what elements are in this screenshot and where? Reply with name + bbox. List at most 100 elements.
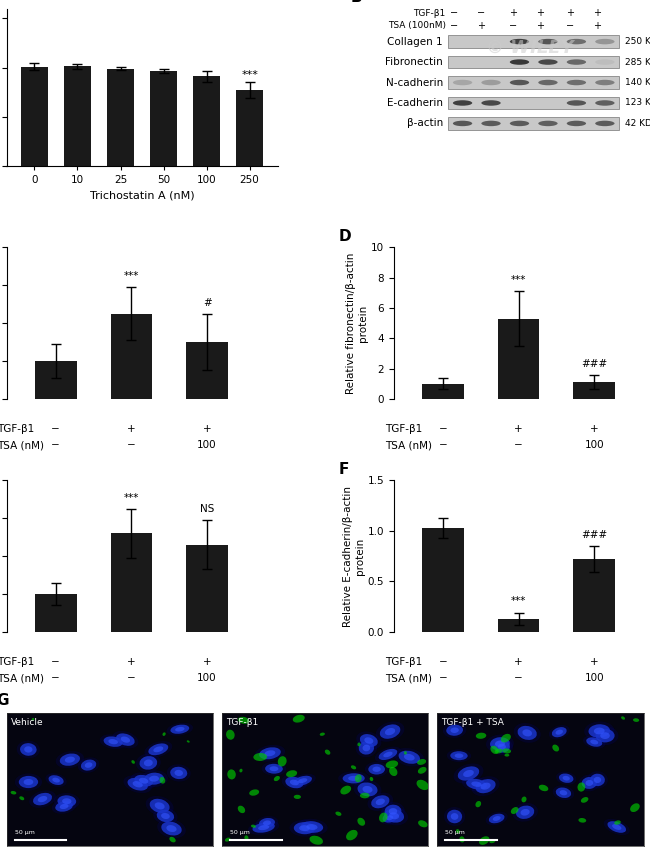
Text: TGF-β1: TGF-β1 <box>385 657 422 667</box>
Ellipse shape <box>567 80 586 86</box>
Ellipse shape <box>482 121 500 127</box>
Text: B: B <box>351 0 363 5</box>
Bar <box>111 314 152 398</box>
Ellipse shape <box>463 770 474 777</box>
Ellipse shape <box>109 739 118 744</box>
Ellipse shape <box>153 746 163 752</box>
Ellipse shape <box>161 822 182 835</box>
Ellipse shape <box>144 773 164 785</box>
Text: −: − <box>514 440 523 451</box>
Ellipse shape <box>49 775 64 785</box>
Y-axis label: Relative E-cadherin/β-actin
protein: Relative E-cadherin/β-actin protein <box>343 486 365 627</box>
Y-axis label: Relative fibronectin/β-actin
protein: Relative fibronectin/β-actin protein <box>346 252 368 394</box>
Ellipse shape <box>144 741 172 758</box>
Ellipse shape <box>338 771 369 786</box>
Text: ###: ### <box>581 359 607 369</box>
Ellipse shape <box>592 726 618 746</box>
Ellipse shape <box>588 724 610 738</box>
Ellipse shape <box>363 786 372 793</box>
Ellipse shape <box>365 737 373 744</box>
Bar <box>448 56 619 68</box>
Text: © WILEY: © WILEY <box>486 38 573 57</box>
Ellipse shape <box>358 782 378 796</box>
Ellipse shape <box>538 80 558 86</box>
Ellipse shape <box>594 777 601 783</box>
Ellipse shape <box>556 729 563 734</box>
Ellipse shape <box>226 729 235 740</box>
Ellipse shape <box>170 767 187 779</box>
Bar <box>21 67 48 166</box>
Ellipse shape <box>494 740 510 752</box>
Ellipse shape <box>133 781 143 787</box>
Ellipse shape <box>225 838 230 841</box>
Ellipse shape <box>523 729 532 736</box>
Ellipse shape <box>490 737 510 751</box>
Ellipse shape <box>590 740 598 745</box>
Bar <box>35 594 77 632</box>
Text: −: − <box>510 21 517 31</box>
Bar <box>573 382 615 398</box>
Ellipse shape <box>595 121 614 127</box>
Ellipse shape <box>521 809 530 816</box>
Text: ***: *** <box>511 597 526 606</box>
Ellipse shape <box>480 782 491 790</box>
Ellipse shape <box>335 811 341 816</box>
Ellipse shape <box>376 799 385 805</box>
Ellipse shape <box>32 718 34 721</box>
Ellipse shape <box>567 38 586 44</box>
Ellipse shape <box>140 756 157 770</box>
Ellipse shape <box>556 772 577 785</box>
Ellipse shape <box>369 764 385 775</box>
Text: +: + <box>514 424 523 433</box>
Text: TSA (nM): TSA (nM) <box>0 674 44 683</box>
Ellipse shape <box>78 758 99 773</box>
Ellipse shape <box>590 774 605 786</box>
Text: +: + <box>477 21 485 31</box>
Bar <box>187 545 228 632</box>
Text: 100: 100 <box>584 674 604 683</box>
Ellipse shape <box>583 735 605 749</box>
Ellipse shape <box>384 752 393 758</box>
Ellipse shape <box>581 797 588 803</box>
Ellipse shape <box>251 824 256 828</box>
Text: NS: NS <box>200 504 214 514</box>
Ellipse shape <box>549 725 569 740</box>
Ellipse shape <box>395 748 424 766</box>
Ellipse shape <box>140 770 168 787</box>
Text: 100: 100 <box>198 440 217 451</box>
Ellipse shape <box>360 734 378 747</box>
Ellipse shape <box>450 728 459 733</box>
Ellipse shape <box>360 793 370 799</box>
Text: +: + <box>590 657 599 667</box>
Ellipse shape <box>538 121 558 127</box>
Text: ***: *** <box>124 271 139 281</box>
Ellipse shape <box>595 728 615 742</box>
Ellipse shape <box>460 836 465 842</box>
Ellipse shape <box>263 821 271 825</box>
Ellipse shape <box>538 38 558 44</box>
Ellipse shape <box>584 722 614 740</box>
Text: TGF-β1: TGF-β1 <box>0 657 34 667</box>
Ellipse shape <box>355 775 361 782</box>
Ellipse shape <box>586 780 593 786</box>
Text: ***: *** <box>124 492 139 503</box>
Ellipse shape <box>112 731 138 748</box>
Ellipse shape <box>376 722 404 741</box>
Ellipse shape <box>248 821 280 834</box>
Ellipse shape <box>417 759 426 765</box>
Bar <box>150 71 177 166</box>
Ellipse shape <box>567 121 586 127</box>
Bar <box>422 384 463 398</box>
Ellipse shape <box>482 100 500 106</box>
Ellipse shape <box>81 759 96 770</box>
Ellipse shape <box>398 751 420 764</box>
Ellipse shape <box>153 807 177 824</box>
Ellipse shape <box>358 817 365 826</box>
Ellipse shape <box>294 795 301 799</box>
Ellipse shape <box>301 821 323 833</box>
Ellipse shape <box>614 821 621 825</box>
Ellipse shape <box>562 775 570 781</box>
Ellipse shape <box>630 804 640 812</box>
Ellipse shape <box>161 813 170 819</box>
Ellipse shape <box>386 816 393 820</box>
